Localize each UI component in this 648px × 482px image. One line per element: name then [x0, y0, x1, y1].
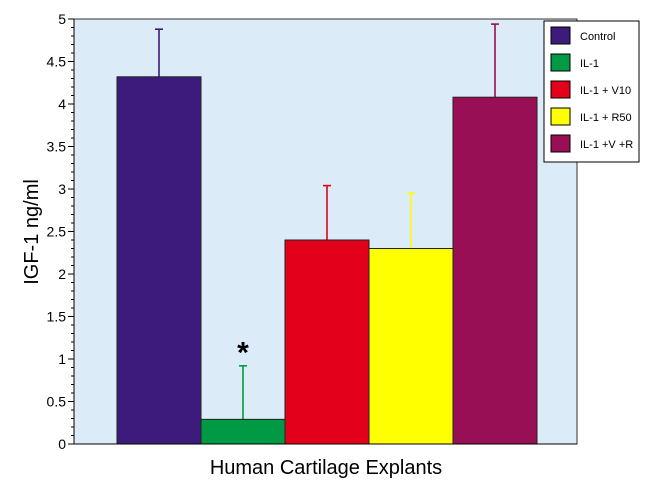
- y-tick-label: 3: [58, 181, 66, 197]
- significance-marker: *: [237, 336, 249, 369]
- y-tick-label: 5: [58, 11, 66, 27]
- y-tick-label: 2: [58, 266, 66, 282]
- bar-il-1-v10: [284, 239, 370, 445]
- y-tick-label: 1: [58, 351, 66, 367]
- legend-label: IL-1 + V10: [580, 85, 631, 97]
- legend-label: IL-1: [580, 58, 599, 70]
- y-tick-label: 0: [58, 436, 66, 452]
- legend-label: IL-1 + R50: [580, 112, 632, 124]
- x-axis-title: Human Cartilage Explants: [210, 457, 442, 479]
- legend-swatch: [550, 107, 571, 126]
- error-bars: [155, 23, 499, 420]
- y-tick-label: 2.5: [47, 224, 67, 240]
- y-tick-label: 1.5: [47, 309, 67, 325]
- legend: Control IL-1 IL-1 + V10 IL-1 + R50 IL-1 +V +…: [543, 20, 640, 163]
- y-axis-title: IGF-1 ng/ml: [21, 179, 43, 285]
- y-tick-label: 4.5: [47, 54, 67, 70]
- y-tick-label: 0.5: [47, 394, 67, 410]
- y-tick-label: 3.5: [47, 139, 67, 155]
- y-tick-label: 4: [58, 96, 66, 112]
- legend-swatch: [550, 26, 571, 45]
- legend-label: Control: [580, 31, 615, 43]
- bar-control: [116, 76, 202, 445]
- legend-swatch: [550, 134, 571, 153]
- legend-label: IL-1 +V +R: [580, 139, 633, 151]
- bar-il-1: [200, 418, 286, 445]
- bar-il-1-v-r: [452, 96, 538, 445]
- legend-swatch: [550, 80, 571, 99]
- annotations: *: [237, 336, 249, 369]
- bar-il-1-r50: [368, 248, 454, 445]
- legend-swatch: [550, 53, 571, 72]
- y-axis: 0 0.5 1 1.5 2 2.5 3 3.5 4 4.5 5: [47, 11, 577, 452]
